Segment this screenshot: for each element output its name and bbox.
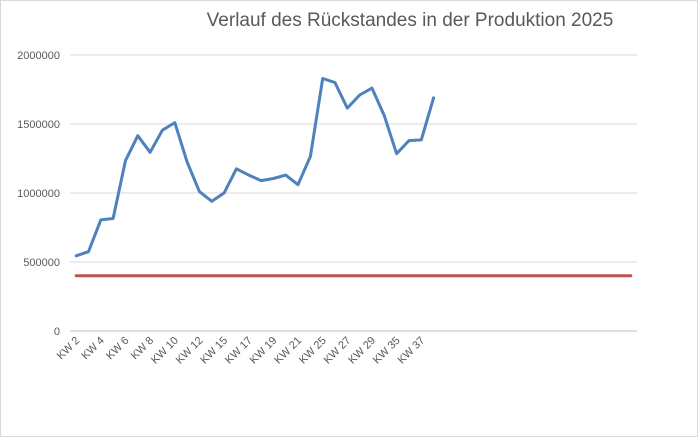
x-tick-label: KW 37 — [396, 335, 428, 367]
chart-title: Verlauf des Rückstandes in der Produktio… — [206, 10, 614, 31]
series-line-blue — [74, 77, 436, 258]
y-tick-label: 1500000 — [17, 119, 60, 131]
y-tick-label: 0 — [54, 326, 60, 338]
x-tick-label: KW 6 — [104, 335, 132, 363]
y-axis-ticks: 0 500000 1000000 1500000 2000000 — [17, 50, 60, 338]
y-tick-label: 1000000 — [17, 188, 60, 200]
series-group — [74, 77, 633, 278]
y-tick-label: 500000 — [23, 257, 60, 269]
y-tick-label: 2000000 — [17, 50, 60, 62]
gridlines — [70, 54, 637, 332]
x-tick-label: KW 4 — [79, 335, 107, 363]
x-tick-label: KW 2 — [55, 335, 83, 363]
